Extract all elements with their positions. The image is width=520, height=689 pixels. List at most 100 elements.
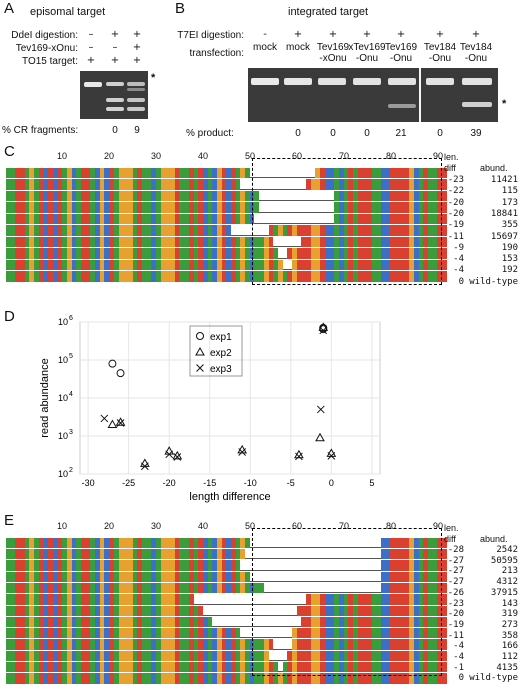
legend-label-exp1: exp1 (210, 332, 232, 343)
panel-a-title: episomal target (30, 6, 106, 18)
ruler-tick-label: 10 (56, 151, 67, 161)
sequence-row (6, 269, 448, 282)
length-diff-value: -1 (453, 662, 464, 673)
y-tick-exponent: 3 (69, 429, 73, 436)
y-tick-exponent: 5 (69, 353, 73, 360)
panel-a-footer-value: 9 (134, 125, 140, 136)
panel-b-digest-sign: + (362, 29, 372, 40)
panel-c-header-lendiff: len. diff (444, 152, 459, 173)
panel-a-letter: A (4, 0, 15, 17)
sequence-row (6, 603, 448, 616)
length-diff-value: -27 (447, 566, 464, 577)
x-tick-label: -25 (122, 478, 135, 488)
panel-e-dashed-box (252, 528, 442, 676)
panel-b-footer-label: % product: (186, 128, 234, 139)
panel-a-row-label-2: Tev169-xOnu: (15, 43, 78, 54)
abundance-value: 319 (501, 609, 518, 620)
length-diff-value: 0 (458, 276, 464, 287)
panel-a-footer-label: % CR fragments: (2, 125, 79, 136)
ruler-tick-label: 30 (150, 521, 161, 531)
sequence-row (6, 614, 448, 628)
panel-b-digest-sign: + (396, 29, 406, 40)
panel-b-row-label-1: T7EI digestion: (177, 30, 244, 41)
x-tick-label: 0 (329, 478, 334, 488)
sequence-row (6, 648, 448, 661)
x-tick-label: -20 (163, 478, 176, 488)
panel-a-gel-image (80, 71, 148, 119)
ruler-tick-label: 10 (56, 521, 67, 531)
panel-b-footer-value: 0 (364, 128, 370, 139)
abundance-value: wild-type (469, 276, 518, 287)
panel-b-digest-sign: + (471, 29, 481, 40)
panel-b-footer-value: 0 (437, 128, 443, 139)
ruler-tick-label: 90 (432, 521, 443, 531)
x-tick-label: -15 (203, 478, 216, 488)
length-diff-value: -4 (453, 254, 464, 265)
panel-b-letter: B (175, 0, 186, 17)
sequence-row (6, 569, 448, 582)
panel-c-letter: C (4, 143, 15, 160)
panel-b-digest-sign: + (435, 29, 445, 40)
panel-b-lane-label: Tev184 -Onu (423, 42, 457, 64)
sequence-row (6, 223, 448, 236)
panel-a-sign: – (88, 42, 94, 53)
legend-marker-exp2 (195, 346, 205, 356)
y-tick-exponent: 6 (69, 315, 73, 322)
point-exp1 (116, 369, 125, 378)
abundance-value: 4312 (496, 577, 518, 588)
panel-b-footer-value: 0 (295, 128, 301, 139)
ruler-tick-label: 50 (244, 521, 255, 531)
length-diff-value: -11 (447, 231, 464, 242)
abundance-value: 143 (501, 598, 518, 609)
panel-b-lane-label: xTev169 -Onu (348, 42, 386, 64)
length-diff-value: -4 (453, 265, 464, 276)
sequence-row (6, 165, 448, 178)
point-exp3 (316, 405, 325, 414)
y-tick-label: 10 (58, 317, 68, 327)
ruler-tick-label: 90 (432, 151, 443, 161)
length-diff-value: -4 (453, 652, 464, 662)
abundance-value: 173 (501, 197, 518, 208)
ruler-tick-label: 70 (338, 151, 349, 161)
length-diff-value: -26 (447, 587, 464, 598)
abundance-value: 11421 (490, 175, 518, 185)
legend-box (189, 325, 243, 377)
panel-b-row-label-2: transfection: (189, 48, 244, 59)
panel-a-sign: + (86, 55, 96, 66)
panel-b-gel-image (248, 68, 498, 122)
point-exp1 (108, 359, 117, 368)
point-exp3 (165, 450, 174, 459)
ruler-tick-label: 30 (150, 151, 161, 161)
x-tick-label: -5 (287, 478, 295, 488)
legend-label-exp2: exp2 (210, 348, 232, 359)
ruler-tick-label: 60 (291, 521, 302, 531)
length-diff-value: -27 (447, 555, 464, 566)
y-tick-label: 10 (58, 393, 68, 403)
point-exp3 (116, 419, 125, 427)
abundance-value: 190 (501, 242, 518, 253)
x-tick-label: -10 (244, 478, 257, 488)
panel-b-digest-sign: - (263, 29, 267, 40)
panel-b-lane-label: Tev169 -xOnu (316, 42, 350, 64)
ruler-tick-label: 40 (197, 521, 208, 531)
panel-a-sign: – (88, 29, 94, 40)
panel-c-header-abund: abund. (480, 163, 508, 173)
abundance-value: 15697 (490, 231, 518, 242)
y-axis-label: read abundance (39, 358, 51, 438)
point-exp3 (173, 453, 182, 461)
panel-b-digest-sign: + (293, 29, 303, 40)
abundance-value: 112 (501, 652, 518, 662)
panel-a-sign: + (132, 29, 142, 40)
abundance-value: wild-type (469, 673, 518, 684)
point-exp2 (115, 417, 126, 426)
panel-e-letter: E (4, 512, 15, 529)
panel-b-lane-label: mock (253, 42, 277, 53)
x-tick-label: -30 (82, 478, 95, 488)
legend-label-exp3: exp3 (210, 364, 232, 375)
point-exp3 (141, 462, 149, 471)
point-exp3 (327, 452, 336, 460)
sequence-row (6, 246, 448, 259)
point-exp2 (315, 432, 325, 442)
sequence-row (6, 200, 448, 213)
panel-c-dashed-box (252, 158, 442, 285)
